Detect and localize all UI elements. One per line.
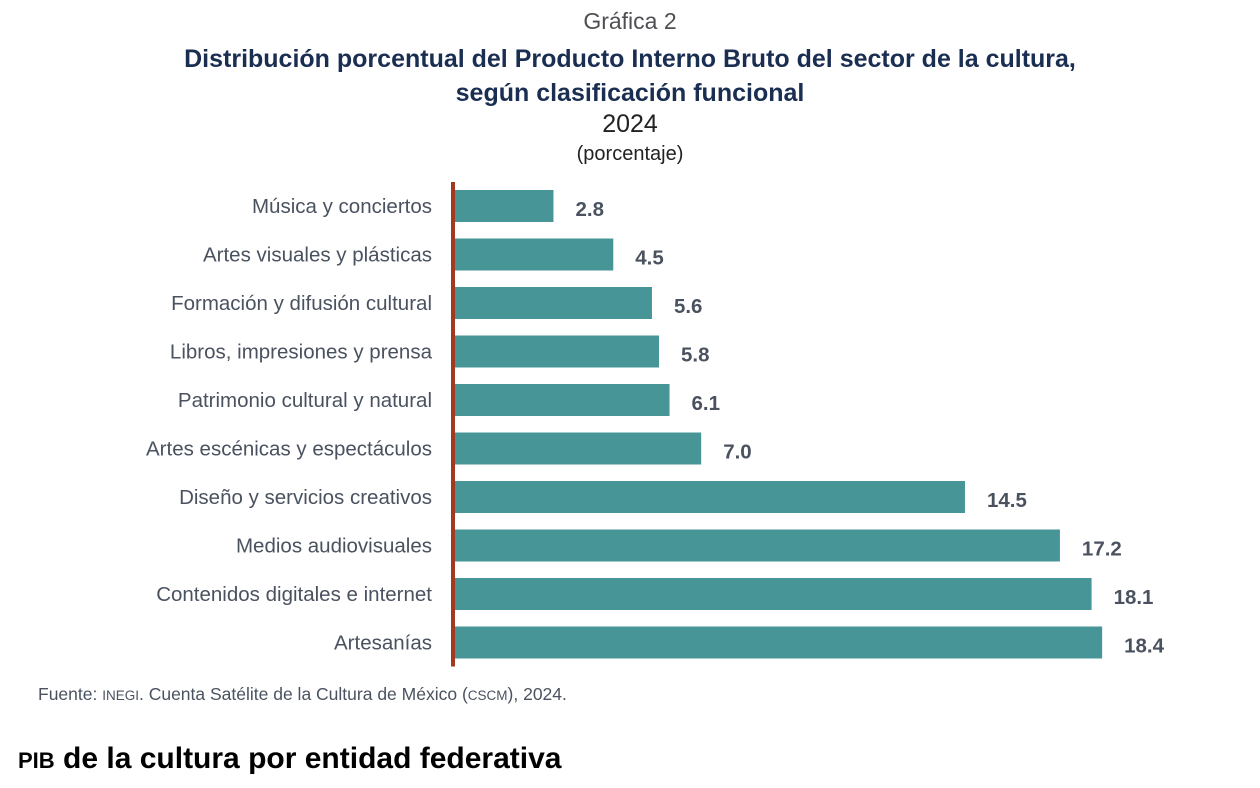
chart-title: Distribución porcentual del Producto Int… — [0, 42, 1260, 110]
chart-title-line-2: según clasificación funcional — [455, 79, 805, 107]
category-label: Música y conciertos — [252, 195, 432, 218]
bar-4 — [455, 384, 670, 416]
category-label: Medios audiovisuales — [236, 535, 432, 558]
chart-unit-label: (porcentaje) — [576, 143, 684, 165]
bar-7 — [455, 529, 1060, 562]
category-label: Artesanías — [334, 632, 432, 655]
source-text-mid: . Cuenta Satélite de la Cultura de Méxic… — [138, 684, 468, 704]
source-org: INEGI — [102, 688, 139, 703]
category-label: Formación y difusión cultural — [171, 292, 432, 315]
section-heading-abbr: PIB — [18, 748, 55, 773]
value-label: 5.8 — [681, 344, 710, 367]
bar-5 — [455, 432, 702, 465]
category-label: Contenidos digitales e internet — [156, 583, 432, 606]
value-label: 2.8 — [575, 198, 604, 221]
chart-supertitle: Gráfica 2 — [583, 8, 677, 34]
source-prefix: Fuente: — [38, 684, 103, 704]
bar-9 — [455, 626, 1103, 659]
section-heading: PIB de la cultura por entidad federativa — [18, 742, 561, 776]
value-label: 18.1 — [1114, 586, 1154, 609]
category-label: Libros, impresiones y prensa — [170, 341, 433, 364]
source-abbr: CSCM — [467, 688, 508, 703]
source-text-end: ), 2024. — [507, 684, 567, 704]
bar-1 — [455, 238, 614, 271]
bar-8 — [455, 578, 1092, 610]
value-label: 7.0 — [723, 441, 752, 464]
value-label: 14.5 — [987, 489, 1027, 512]
value-label: 4.5 — [635, 247, 664, 270]
value-label: 6.1 — [692, 392, 721, 415]
category-label: Artes escénicas y espectáculos — [146, 438, 432, 461]
bar-6 — [455, 481, 965, 513]
source-note: Fuente: INEGI. Cuenta Satélite de la Cul… — [38, 684, 567, 705]
value-labels-group: 2.8 4.5 5.6 5.8 6.1 7.0 14.5 17.2 18.1 18.4 — [575, 198, 1164, 658]
section-heading-text: de la cultura por entidad federativa — [54, 742, 562, 775]
bar-0 — [455, 190, 554, 222]
chart-subtitle-year: 2024 — [602, 110, 658, 138]
value-label: 5.6 — [674, 295, 703, 318]
value-label: 17.2 — [1082, 538, 1122, 561]
bar-2 — [455, 287, 652, 319]
bars-group — [455, 190, 1103, 659]
category-label: Patrimonio cultural y natural — [178, 389, 432, 412]
category-label: Diseño y servicios creativos — [179, 486, 432, 509]
category-labels-group: Música y conciertos Artes visuales y plás… — [146, 195, 433, 655]
bar-3 — [455, 335, 659, 368]
value-label: 18.4 — [1124, 635, 1164, 658]
category-label: Artes visuales y plásticas — [203, 244, 432, 267]
chart-title-line-1: Distribución porcentual del Producto Int… — [184, 45, 1076, 73]
